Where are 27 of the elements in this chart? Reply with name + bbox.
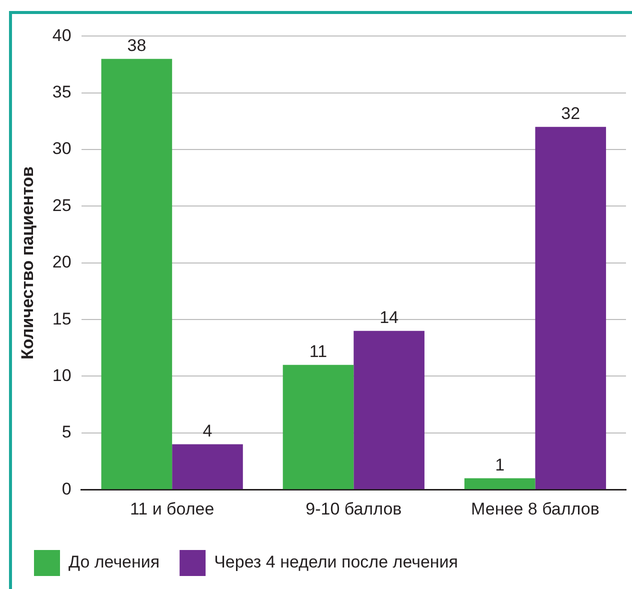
data-label: 1 [495, 455, 505, 474]
x-tick-label: 11 и более [130, 499, 214, 518]
data-label: 11 [309, 342, 328, 362]
x-tick-label: 9-10 баллов [306, 499, 402, 518]
y-tick-label: 10 [52, 366, 72, 385]
bar [354, 330, 424, 490]
y-tick-label: 25 [52, 196, 72, 215]
data-label: 14 [380, 308, 399, 328]
y-tick-label: 0 [62, 479, 72, 498]
data-label: 4 [202, 421, 212, 440]
bar [282, 364, 354, 490]
bar [535, 126, 606, 490]
legend-label: До лечения [68, 552, 160, 572]
y-axis-title: Количество пациентов [18, 166, 37, 360]
data-label: 38 [127, 36, 146, 56]
y-tick-label: 15 [52, 309, 72, 328]
bar [101, 58, 172, 490]
y-tick-label: 5 [62, 422, 72, 442]
x-tick-label: Менее 8 баллов [471, 499, 600, 518]
y-tick-label: 40 [52, 26, 72, 45]
data-label: 32 [561, 104, 580, 124]
legend-label: Через 4 недели после лечения [214, 552, 458, 572]
bar [464, 478, 536, 490]
y-tick-label: 20 [52, 252, 72, 272]
y-tick-label: 35 [52, 82, 72, 102]
bar [172, 444, 243, 490]
y-tick-label: 30 [52, 139, 72, 158]
